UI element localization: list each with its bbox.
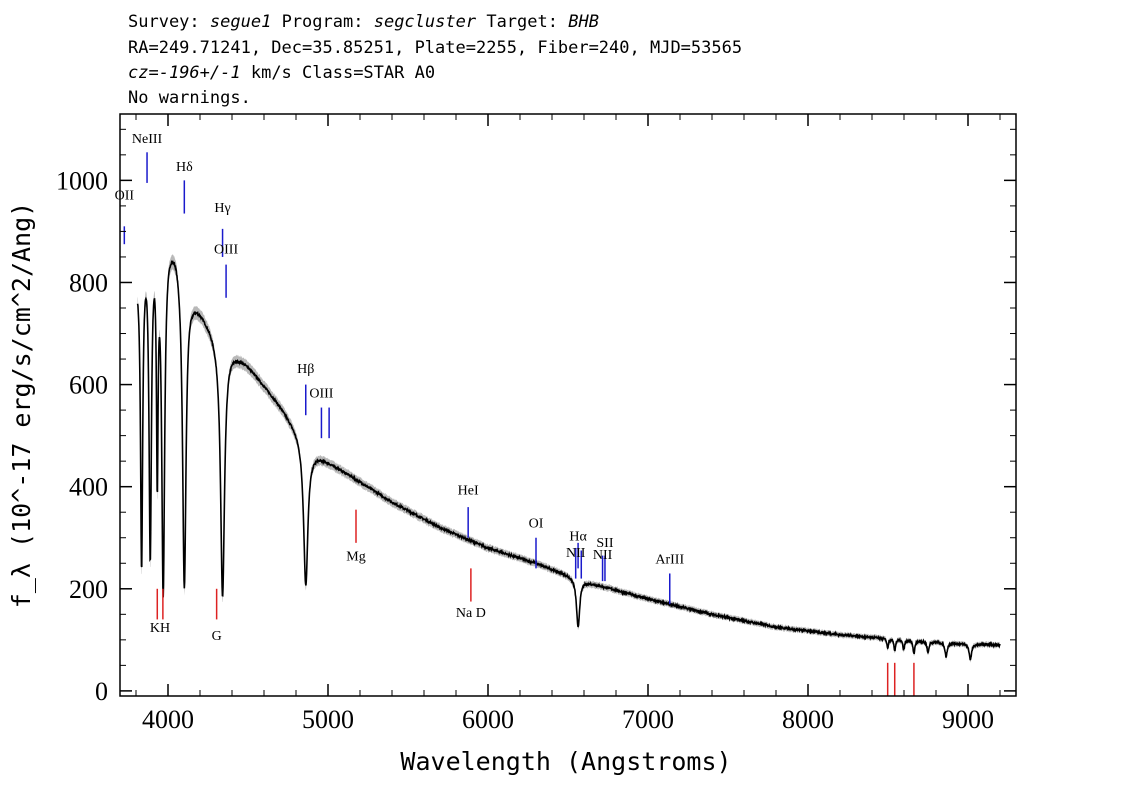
x-tick-label: 4000 — [142, 705, 194, 734]
y-tick-label: 200 — [69, 575, 108, 604]
survey-value: segue1 — [209, 12, 272, 32]
absorption-label: Mg — [346, 550, 365, 565]
emission-label: NII — [593, 548, 613, 563]
emission-label: OII — [115, 188, 135, 203]
cz-value: -196+/-1 — [158, 63, 241, 83]
y-tick-label: 600 — [69, 371, 108, 400]
emission-label: Hβ — [297, 362, 314, 377]
y-tick-label: 800 — [69, 268, 108, 297]
emission-label: NeIII — [132, 132, 163, 147]
header-line-1: Survey: segue1 Program: segcluster Targe… — [128, 12, 599, 32]
error-band — [137, 254, 1001, 663]
cz-rest: km/s Class=STAR A0 — [240, 63, 436, 83]
emission-label: OI — [529, 517, 544, 532]
emission-label: NII — [566, 546, 586, 561]
header-line-4: No warnings. — [128, 88, 251, 108]
x-tick-label: 7000 — [622, 705, 674, 734]
absorption-label: G — [212, 629, 222, 644]
x-tick-label: 8000 — [782, 705, 834, 734]
y-tick-label: 1000 — [56, 166, 108, 195]
emission-label: Hδ — [176, 160, 193, 175]
program-key: Program: — [281, 12, 364, 32]
cz-key: cz= — [128, 63, 159, 83]
spectrum-line — [136, 259, 1001, 661]
y-tick-label: 0 — [95, 677, 108, 706]
absorption-label: KH — [150, 621, 170, 636]
emission-label: SII — [596, 536, 613, 551]
header-line-3: cz=-196+/-1 km/s Class=STAR A0 — [128, 63, 435, 83]
target-key: Target: — [486, 12, 558, 32]
emission-label: ArIII — [655, 552, 684, 567]
target-value: BHB — [568, 12, 599, 32]
emission-label: Hγ — [214, 201, 230, 216]
header-line-2: RA=249.71241, Dec=35.85251, Plate=2255, … — [128, 38, 743, 58]
emission-label: Hα — [569, 529, 587, 544]
x-tick-label: 9000 — [942, 705, 994, 734]
y-tick-label: 400 — [69, 473, 108, 502]
y-axis-label: f_λ (10^-17 erg/s/cm^2/Ang) — [7, 202, 36, 608]
emission-label: OIII — [214, 242, 238, 257]
emission-label: OIII — [309, 386, 333, 401]
emission-label: HeI — [458, 483, 479, 498]
x-axis-label: Wavelength (Angstroms) — [400, 747, 731, 776]
survey-key: Survey: — [128, 12, 200, 32]
x-tick-label: 6000 — [462, 705, 514, 734]
plot-frame — [119, 113, 1017, 697]
program-value: segcluster — [373, 12, 477, 32]
x-tick-label: 5000 — [302, 705, 354, 734]
absorption-label: Na D — [456, 606, 486, 621]
